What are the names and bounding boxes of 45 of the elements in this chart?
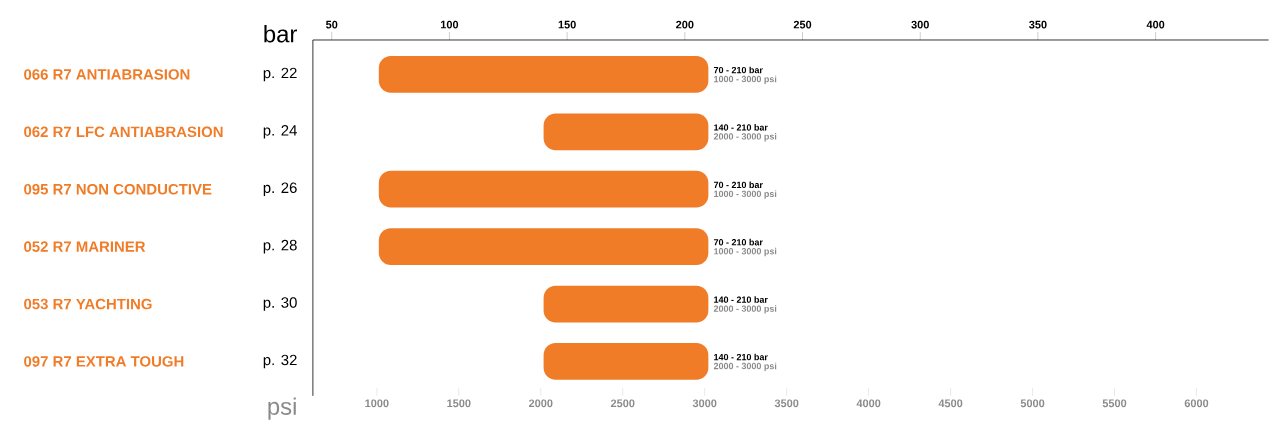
x2-tick-label: 3000 [692,399,717,408]
x2-tick-label: 4000 [856,399,881,408]
x-tick-label: 100 [440,20,459,29]
text: p. 22 [263,67,297,82]
x2-axis-title: psi [268,397,296,420]
x-tick-label: 300 [911,20,929,29]
annotation: 70 - 210 bar [713,238,763,246]
annotation: 2000 - 3000 psi [713,305,777,314]
x2-tick-label: 5000 [1020,399,1045,408]
x2-tick-label: 6000 [1184,399,1209,408]
annotation: 1000 - 3000 psi [714,247,777,257]
x2-tick-label: 2500 [610,399,635,408]
y-tick-label: 095 R7 NON CONDUCTIVE [24,184,212,195]
annotation: 140 - 210 bar [714,353,768,361]
annotation: 1000 - 3000 psi [714,190,777,199]
annotation: 1000 - 3000 psi [714,75,777,85]
annotation: 70 - 210 bar [713,66,763,74]
y-tick-label: 097 R7 EXTRA TOUGH [24,356,184,367]
text: p. 26 [263,182,297,197]
x-tick-label: 50 [325,20,338,29]
x-tick-label: 200 [676,20,694,29]
x2-tick-label: 5500 [1102,399,1127,408]
annotation: 2000 - 3000 psi [713,133,777,142]
x-axis-title: bar [264,24,297,43]
x2-tick-label: 3500 [774,399,799,408]
annotation: 140 - 210 bar [714,296,768,303]
annotation: 2000 - 3000 psi [713,362,777,372]
x-tick-label: 150 [558,20,576,29]
x2-tick-label: 1500 [447,399,471,408]
x-tick-label: 400 [1146,20,1165,29]
text: p. 28 [263,239,297,254]
y-tick-label: 062 R7 LFC ANTIABRASION [24,126,223,138]
y-tick-label: 053 R7 YACHTING [24,298,152,310]
x2-tick-label: 4500 [938,399,963,408]
x-tick-label: 250 [793,20,812,29]
annotation: 140 - 210 bar [714,124,768,131]
annotation: 70 - 210 bar [713,181,763,189]
text: p. 30 [263,297,297,311]
x-tick-label: 350 [1029,20,1047,29]
text: p. 32 [263,354,297,369]
y-tick-label: 066 R7 ANTIABRASION [24,69,190,80]
y-tick-label: 052 R7 MARINER [24,241,146,252]
text: p. 24 [263,125,297,139]
x2-tick-label: 1000 [365,399,389,408]
x2-tick-label: 2000 [528,399,553,408]
